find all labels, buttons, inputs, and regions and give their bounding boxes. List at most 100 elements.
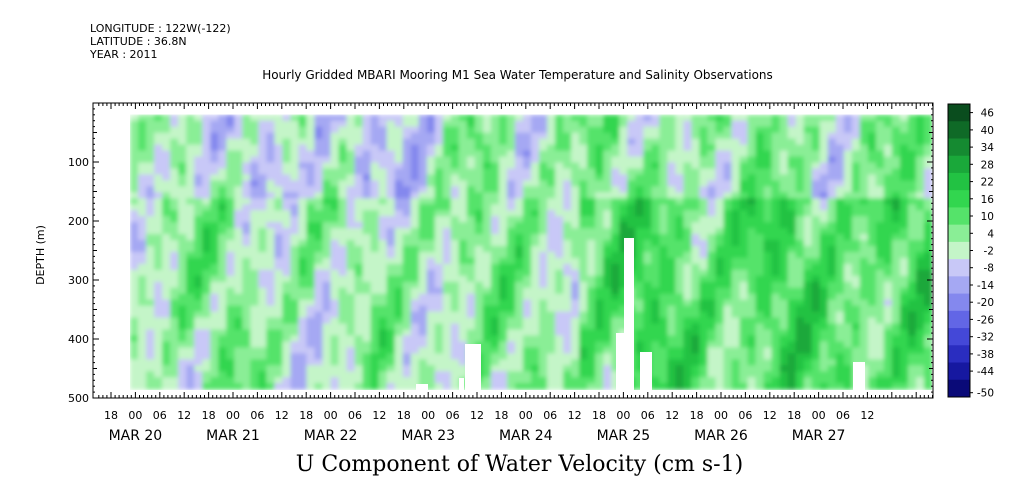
heatmap-cell — [218, 150, 227, 158]
heatmap-cell — [290, 341, 300, 348]
heatmap-cell — [306, 275, 316, 283]
heatmap-cell — [923, 311, 932, 319]
heatmap-cell — [514, 180, 524, 187]
heatmap-cell — [587, 275, 596, 283]
heatmap-cell — [891, 305, 901, 313]
heatmap-cell — [683, 353, 692, 360]
heatmap-cell — [859, 144, 869, 152]
heatmap-cell — [250, 126, 259, 134]
heatmap-cell — [539, 114, 548, 122]
heatmap-cell — [322, 341, 332, 348]
heatmap-cell — [522, 114, 532, 122]
heatmap-cell — [490, 162, 500, 170]
heatmap-cell — [194, 281, 203, 289]
heatmap-cell — [539, 180, 548, 187]
heatmap-cell — [891, 234, 901, 241]
heatmap-cell — [354, 341, 364, 348]
heatmap-cell — [699, 335, 709, 343]
heatmap-cell — [354, 335, 364, 343]
heatmap-cell — [162, 347, 171, 354]
heatmap-cell — [843, 210, 853, 217]
heatmap-cell — [306, 246, 316, 253]
heatmap-cell — [571, 359, 580, 366]
heatmap-cell — [755, 263, 765, 271]
heatmap-cell — [434, 341, 444, 348]
heatmap-cell — [867, 192, 877, 199]
heatmap-cell — [162, 216, 171, 223]
heatmap-cell — [434, 269, 444, 277]
heatmap-cell — [146, 251, 155, 259]
heatmap-cell — [346, 192, 356, 199]
heatmap-cell — [859, 293, 869, 301]
heatmap-cell — [490, 377, 500, 384]
heatmap-cell — [202, 293, 211, 301]
heatmap-cell — [907, 174, 917, 181]
heatmap-cell — [555, 383, 564, 390]
heatmap-cell — [210, 275, 219, 283]
heatmap-cell — [314, 287, 324, 295]
heatmap-cell — [386, 251, 396, 259]
heatmap-cell — [338, 174, 348, 181]
heatmap-cell — [154, 198, 163, 205]
heatmap-cell — [739, 257, 749, 265]
heatmap-cell — [194, 341, 203, 348]
heatmap-cell — [683, 311, 692, 319]
heatmap-cell — [755, 287, 765, 295]
heatmap-cell — [330, 174, 340, 181]
heatmap-cell — [531, 341, 540, 348]
heatmap-cell — [787, 204, 797, 211]
heatmap-cell — [306, 341, 316, 348]
heatmap-cell — [138, 216, 147, 223]
heatmap-cell — [899, 263, 909, 271]
heatmap-cell — [386, 132, 396, 140]
heatmap-cell — [194, 216, 203, 223]
heatmap-cell — [170, 335, 179, 343]
heatmap-cell — [723, 359, 733, 366]
heatmap-cell — [266, 162, 275, 170]
heatmap-cell — [242, 377, 251, 384]
heatmap-cell — [338, 293, 348, 301]
heatmap-cell — [731, 293, 741, 301]
heatmap-cell — [627, 204, 636, 211]
heatmap-cell — [442, 234, 452, 241]
heatmap-cell — [522, 216, 532, 223]
heatmap-cell — [410, 144, 420, 152]
heatmap-cell — [723, 323, 733, 331]
heatmap-cell — [891, 317, 901, 325]
heatmap-cell — [146, 275, 155, 283]
heatmap-cell — [787, 234, 797, 241]
heatmap-cell — [434, 365, 444, 372]
heatmap-cell — [667, 192, 676, 199]
heatmap-cell — [579, 383, 588, 390]
heatmap-cell — [923, 257, 932, 265]
heatmap-cell — [571, 347, 580, 354]
heatmap-cell — [731, 287, 741, 295]
heatmap-cell — [426, 335, 436, 343]
heatmap-cell — [555, 323, 564, 331]
heatmap-cell — [891, 126, 901, 134]
heatmap-cell — [170, 150, 179, 158]
heatmap-cell — [418, 216, 428, 223]
heatmap-cell — [635, 162, 644, 170]
heatmap-cell — [643, 275, 652, 283]
heatmap-cell — [691, 246, 701, 253]
heatmap-cell — [683, 347, 692, 354]
heatmap-cell — [154, 156, 163, 164]
heatmap-cell — [346, 311, 356, 319]
heatmap-cell — [426, 377, 436, 384]
heatmap-cell — [274, 377, 283, 384]
heatmap-cell — [242, 138, 251, 146]
heatmap-cell — [386, 222, 396, 229]
heatmap-cell — [699, 234, 709, 241]
heatmap-cell — [795, 251, 805, 259]
heatmap-cell — [514, 144, 524, 152]
heatmap-cell — [298, 329, 308, 337]
heatmap-cell — [314, 234, 324, 241]
heatmap-cell — [162, 287, 171, 295]
heatmap-cell — [514, 329, 524, 337]
heatmap-cell — [763, 162, 773, 170]
heatmap-cell — [683, 305, 692, 313]
heatmap-cell — [747, 192, 757, 199]
heatmap-cell — [867, 275, 877, 283]
heatmap-cell — [739, 335, 749, 343]
